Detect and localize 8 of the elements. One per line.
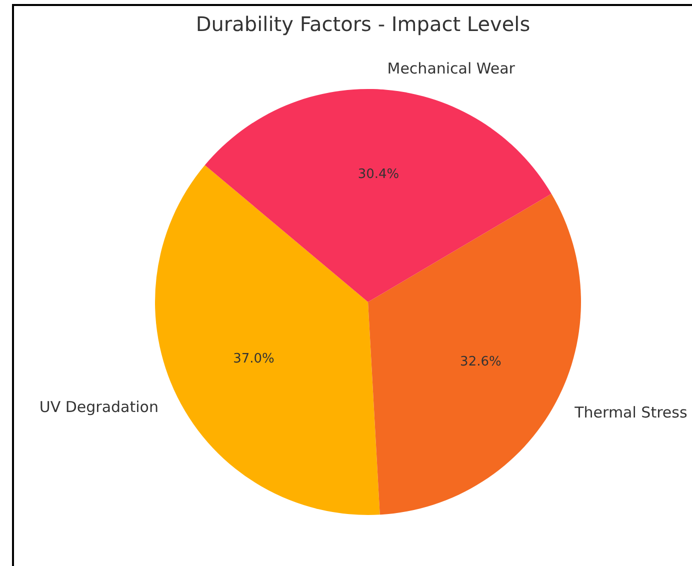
- chart-title: Durability Factors - Impact Levels: [194, 12, 532, 36]
- data-label: 32.6%: [460, 354, 502, 370]
- data-label: 37.0%: [233, 352, 274, 367]
- pie-slice: [204, 89, 552, 302]
- slice-label: Mechanical Wear: [387, 59, 516, 78]
- slice-label: UV Degradation: [39, 398, 158, 416]
- data-label: 30.4%: [358, 167, 400, 182]
- slice-label: Thermal Stress: [574, 403, 688, 422]
